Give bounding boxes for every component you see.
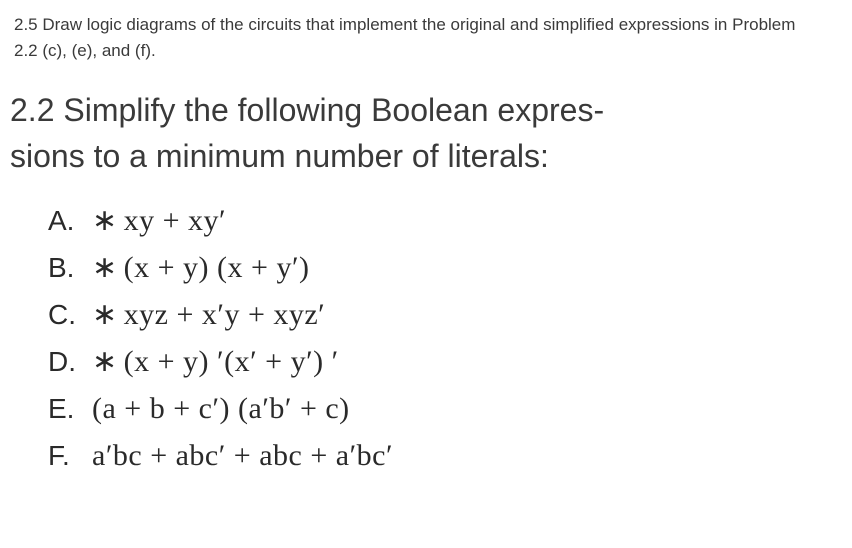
- list-item: A. ∗xy + xy′: [48, 198, 842, 243]
- item-letter-b: B.: [48, 247, 92, 289]
- expr-text: a′bc + abc′ + abc + a′bc′: [92, 439, 393, 472]
- expr-text: (a + b + c′) (a′b′ + c): [92, 392, 350, 425]
- list-item: B. ∗(x + y) (x + y′): [48, 245, 842, 290]
- item-expression-c: ∗xyz + x′y + xyz′: [92, 292, 325, 337]
- asterisk-icon: ∗: [92, 251, 118, 284]
- expression-list: A. ∗xy + xy′ B. ∗(x + y) (x + y′) C. ∗xy…: [10, 198, 842, 478]
- item-letter-f: F.: [48, 435, 92, 477]
- expr-text: xy + xy′: [124, 204, 226, 237]
- expr-text: xyz + x′y + xyz′: [124, 298, 326, 331]
- list-item: D. ∗(x + y) ′(x′ + y′) ′: [48, 339, 842, 384]
- expr-text: (x + y) (x + y′): [124, 251, 310, 284]
- section-heading: 2.2 Simplify the following Boolean expre…: [10, 87, 842, 180]
- list-item: F. a′bc + abc′ + abc + a′bc′: [48, 433, 842, 478]
- item-expression-e: (a + b + c′) (a′b′ + c): [92, 386, 350, 431]
- asterisk-icon: ∗: [92, 298, 118, 331]
- asterisk-icon: ∗: [92, 345, 118, 378]
- intro-line-2: 2.2 (c), (e), and (f).: [14, 41, 156, 60]
- item-letter-a: A.: [48, 200, 92, 242]
- item-letter-c: C.: [48, 294, 92, 336]
- expr-text: (x + y) ′(x′ + y′) ′: [124, 345, 339, 378]
- asterisk-icon: ∗: [92, 204, 118, 237]
- item-expression-d: ∗(x + y) ′(x′ + y′) ′: [92, 339, 339, 384]
- intro-line-1: 2.5 Draw logic diagrams of the circuits …: [14, 15, 795, 34]
- item-expression-b: ∗(x + y) (x + y′): [92, 245, 310, 290]
- list-item: C. ∗xyz + x′y + xyz′: [48, 292, 842, 337]
- problem-intro: 2.5 Draw logic diagrams of the circuits …: [10, 12, 842, 63]
- item-expression-f: a′bc + abc′ + abc + a′bc′: [92, 433, 393, 478]
- heading-line-2: sions to a minimum number of literals:: [10, 138, 549, 174]
- item-letter-e: E.: [48, 388, 92, 430]
- list-item: E. (a + b + c′) (a′b′ + c): [48, 386, 842, 431]
- item-letter-d: D.: [48, 341, 92, 383]
- heading-line-1: 2.2 Simplify the following Boolean expre…: [10, 92, 604, 128]
- item-expression-a: ∗xy + xy′: [92, 198, 226, 243]
